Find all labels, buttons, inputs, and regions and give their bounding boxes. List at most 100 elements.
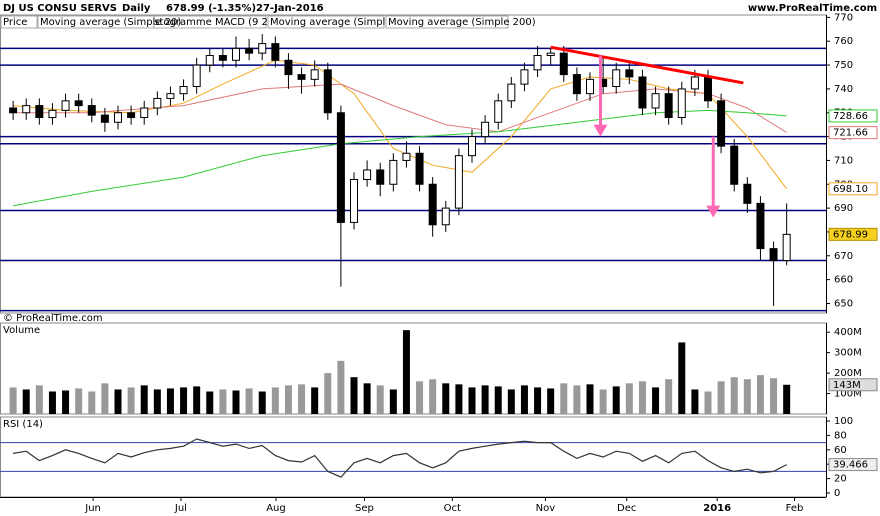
ma-end-label: 721.66 <box>833 128 868 139</box>
volume-bar <box>442 383 450 414</box>
candle-body <box>572 74 581 95</box>
candle-body <box>454 155 463 209</box>
credit: © ProRealTime.com <box>3 313 103 324</box>
y-tick-label: 710 <box>834 155 853 166</box>
candle-body <box>468 136 476 157</box>
candle-body <box>100 114 109 123</box>
ma-end-label-box <box>828 126 878 140</box>
candle-body <box>153 97 162 109</box>
candle-body <box>677 88 686 119</box>
volume-bar <box>507 389 515 414</box>
volume-bar <box>22 389 30 414</box>
candle-body <box>310 69 319 80</box>
x-tick-label: Sep <box>355 503 374 514</box>
candle-body <box>87 105 96 116</box>
volume-bar <box>180 387 188 414</box>
legend-box <box>37 15 155 29</box>
volume-bar <box>35 385 43 414</box>
x-tick-label: 2016 <box>703 503 731 514</box>
x-tick-label: Nov <box>536 503 556 514</box>
volume-bar <box>284 385 292 414</box>
trendline <box>550 45 744 85</box>
candle-body <box>520 69 529 85</box>
legend-entry: Moving average (Simple 200) <box>388 17 536 28</box>
candle-body <box>389 159 398 185</box>
volume-bar <box>48 391 56 414</box>
volume-bar <box>324 373 332 414</box>
y-tick-label: 770 <box>834 12 853 23</box>
candle-body <box>651 93 660 109</box>
candle-body <box>284 59 293 76</box>
volume-bar <box>770 378 778 414</box>
candle-body <box>9 107 18 114</box>
volume-bar <box>520 385 528 414</box>
volume-bar <box>455 384 463 414</box>
candle-body <box>533 55 542 71</box>
candle-body <box>481 121 490 138</box>
legend-entry: Moving average (Simple 50) <box>270 17 411 28</box>
candle-body <box>559 52 568 76</box>
volume-bar <box>298 384 306 414</box>
y-tick-label: 60 <box>834 445 847 456</box>
volume-bar <box>232 390 240 414</box>
y-tick-label: 650 <box>834 298 853 309</box>
x-tick-label: Aug <box>266 503 286 514</box>
volume-bar <box>271 387 279 414</box>
volume-bar <box>9 387 17 414</box>
volume-bar <box>206 391 214 414</box>
y-tick-label: 0 <box>834 488 840 499</box>
last-price-label: 678.99 <box>833 229 868 240</box>
volume-bar <box>494 386 502 414</box>
candle-body <box>114 112 122 123</box>
y-tick-label: 690 <box>834 203 853 214</box>
volume-bar <box>599 389 607 414</box>
volume-bar <box>350 377 358 414</box>
candle-body <box>690 76 699 90</box>
y-tick-label: 80 <box>834 430 847 441</box>
legend-box <box>385 15 509 29</box>
moving-average <box>13 83 787 134</box>
volume-end-label: 143M <box>833 380 861 391</box>
candle-body <box>756 202 765 250</box>
rsi-end-label-box <box>828 458 878 472</box>
volume-bar <box>114 389 122 414</box>
volume-bar <box>625 383 633 414</box>
volume-bar <box>337 360 345 414</box>
volume-end-label-box <box>828 378 878 392</box>
candle-body <box>638 76 647 109</box>
y-tick-label: 750 <box>834 60 853 71</box>
candle-body <box>612 69 621 88</box>
candle-body <box>441 207 450 226</box>
volume-bar <box>311 387 319 414</box>
candle-body <box>625 69 634 78</box>
candle-body <box>22 105 31 114</box>
candle-body <box>664 93 673 119</box>
candle-body <box>179 86 188 95</box>
volume-bar <box>376 385 384 414</box>
candle-body <box>363 169 372 180</box>
volume-bar <box>468 387 476 414</box>
ma-end-label: 698.10 <box>833 184 868 195</box>
volume-bar <box>363 383 371 414</box>
candle-body <box>586 78 594 95</box>
volume-bar <box>127 387 135 414</box>
legend-box <box>0 15 38 29</box>
volume-bar <box>140 385 148 414</box>
moving-average <box>13 109 787 207</box>
x-tick-label: Jul <box>174 503 187 514</box>
volume-bar <box>258 391 266 414</box>
ma-end-label-box <box>828 109 878 123</box>
volume-bar <box>704 391 712 414</box>
candle-body <box>730 145 739 185</box>
candle-body <box>218 55 227 61</box>
volume-bar <box>665 379 673 414</box>
last-change: 678.99 (-1.35%) <box>166 3 256 14</box>
last-price-label-box <box>828 227 878 241</box>
volume-bar <box>245 388 253 414</box>
y-tick-label: 100 <box>834 416 853 427</box>
volume-bar <box>560 383 568 414</box>
candle-body <box>376 169 385 185</box>
candle-body <box>127 112 136 119</box>
volume-bar <box>691 389 699 414</box>
